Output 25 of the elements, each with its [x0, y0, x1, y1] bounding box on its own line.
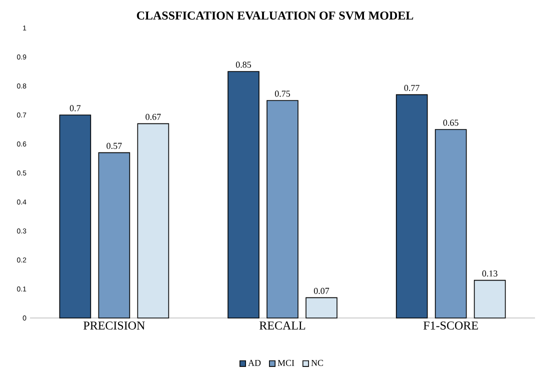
bar — [59, 114, 92, 318]
data-label: 0.7 — [70, 105, 81, 112]
bar — [98, 152, 130, 318]
bar — [306, 297, 338, 318]
data-label: 0.13 — [482, 270, 498, 277]
x-tick-label: PRECISION — [84, 322, 145, 330]
data-label: 0.77 — [404, 84, 420, 91]
data-label: 0.75 — [274, 90, 290, 97]
data-label: 0.57 — [106, 142, 122, 149]
legend-label: NC — [311, 360, 323, 366]
data-label: 0.67 — [146, 114, 161, 120]
bar — [228, 71, 260, 318]
bar — [434, 129, 467, 318]
data-label: 0.07 — [314, 288, 330, 294]
bar — [474, 280, 506, 318]
data-label: 0.65 — [443, 120, 458, 126]
x-tick-label: RECALL — [260, 322, 306, 330]
bar — [137, 123, 170, 318]
legend-label: AD — [248, 360, 261, 366]
chart-title: CLASSFICATION EVALUATION OF SVM MODEL — [136, 12, 414, 20]
bar — [396, 94, 428, 318]
data-label: 0.85 — [236, 62, 252, 68]
bar — [266, 100, 298, 318]
legend-label: MCI — [278, 360, 294, 366]
x-tick-label: F1-SCORE — [423, 322, 478, 330]
